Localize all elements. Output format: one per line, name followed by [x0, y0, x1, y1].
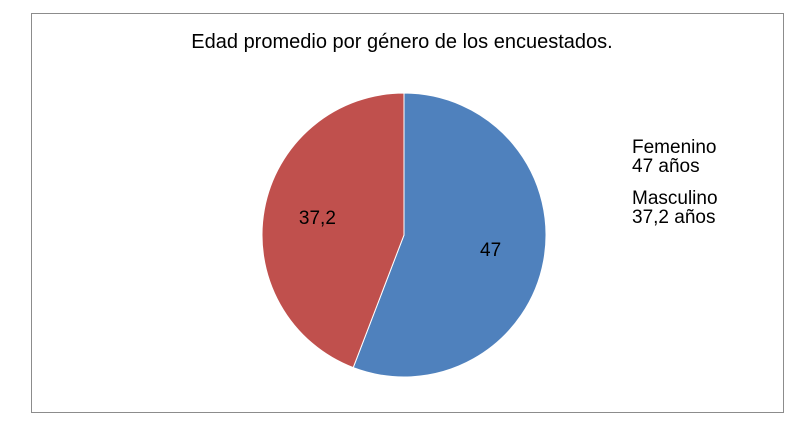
data-label-masculino: 37,2 — [299, 208, 336, 229]
pie-slice-femenino — [352, 92, 547, 378]
legend-value-femenino: 47 años — [632, 156, 700, 177]
legend: Femenino 47 años Masculino 37,2 años — [632, 138, 718, 240]
pie-slice-masculino — [261, 92, 405, 369]
data-label-femenino: 47 — [480, 240, 501, 261]
legend-label-masculino: Masculino — [632, 188, 718, 209]
pie-plot: 47 37,2 — [261, 92, 547, 378]
legend-entry-masculino: Masculino 37,2 años — [632, 189, 718, 227]
legend-entry-femenino: Femenino 47 años — [632, 138, 718, 176]
chart-title: Edad promedio por género de los encuesta… — [191, 31, 613, 53]
chart-area: Edad promedio por género de los encuesta… — [31, 13, 784, 413]
legend-value-masculino: 37,2 años — [632, 207, 716, 228]
legend-label-femenino: Femenino — [632, 137, 717, 158]
